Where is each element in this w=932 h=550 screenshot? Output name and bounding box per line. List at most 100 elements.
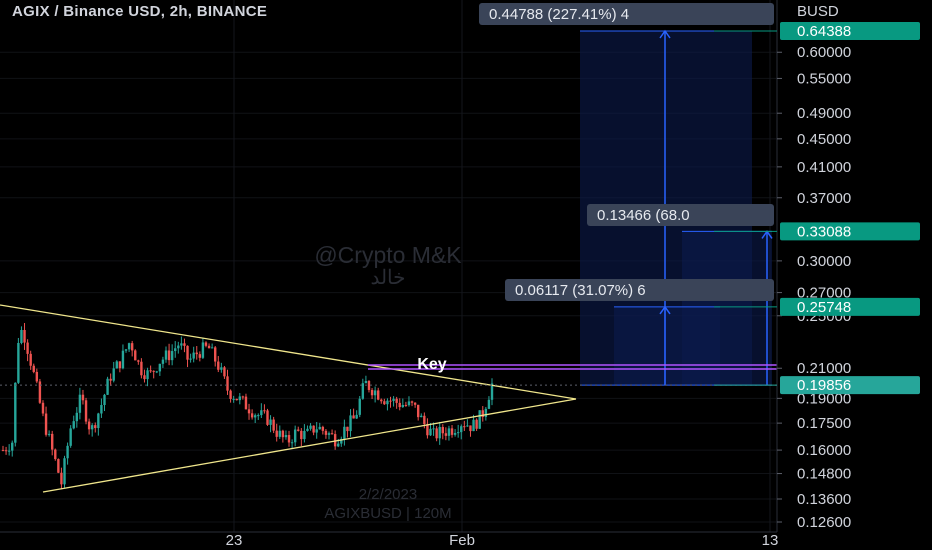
- y-tick-label-2: 0.49000: [797, 105, 851, 122]
- candle-body-123: [380, 399, 383, 402]
- candle-body-93: [287, 435, 291, 443]
- candle-body-106: [327, 433, 331, 435]
- candle-body-107: [330, 433, 334, 435]
- candle-body-114: [352, 415, 355, 419]
- candle-body-151: [466, 425, 469, 427]
- candle-body-43: [134, 350, 137, 361]
- chart-title: AGIX / Binance USD, 2h, BINANCE: [12, 3, 268, 20]
- lower-trendline: [42, 398, 577, 493]
- measure-label-bg-0: [479, 3, 774, 25]
- candle-body-156: [481, 410, 484, 417]
- watermark-arabic: خالد: [370, 267, 405, 289]
- candle-body-88: [272, 419, 275, 431]
- y-tick-label-6: 0.30000: [797, 253, 851, 270]
- candle-body-45: [140, 361, 143, 376]
- candle-body-1: [4, 450, 8, 452]
- candle-body-62: [192, 352, 195, 359]
- candle-body-118: [364, 381, 368, 384]
- candle-body-54: [167, 350, 171, 361]
- candle-body-69: [214, 347, 217, 362]
- candle-body-58: [180, 343, 183, 346]
- candle-body-116: [358, 398, 361, 415]
- price-tag-bg-2: [780, 297, 920, 316]
- candle-body-52: [161, 359, 165, 364]
- axis-bg: [777, 0, 932, 550]
- candle-body-126: [389, 400, 392, 402]
- candle-body-17: [54, 449, 57, 460]
- candle-body-147: [453, 432, 457, 435]
- candle-body-65: [201, 342, 205, 358]
- candle-body-101: [312, 425, 315, 433]
- measure-label-2: 0.06117 (31.07%) 6: [515, 282, 646, 299]
- candle-body-36: [112, 368, 115, 381]
- candle-body-125: [386, 400, 389, 405]
- candle-body-48: [149, 370, 152, 372]
- candle-body-25: [78, 394, 82, 413]
- candle-body-42: [130, 343, 134, 351]
- candle-body-81: [250, 413, 254, 418]
- candle-body-2: [7, 450, 11, 452]
- candle-body-13: [41, 402, 45, 414]
- candle-body-105: [324, 430, 328, 435]
- price-tags: 0.64388 0.33088 0.25748 0.19856: [714, 22, 920, 395]
- candle-body-47: [146, 370, 149, 380]
- y-tick-label-5: 0.37000: [797, 190, 851, 207]
- watermark-symbol: AGIXBUSD | 120M: [324, 505, 451, 522]
- time-axis[interactable]: 23 Feb 13: [0, 531, 778, 549]
- price-tag-bg-0: [780, 22, 920, 40]
- price-tag-bg-1: [780, 222, 920, 241]
- candle-body-4: [14, 382, 17, 443]
- price-tag-label-2: 0.25748: [797, 299, 851, 316]
- candle-body-9: [29, 353, 32, 366]
- y-tick-label-13: 0.14800: [797, 466, 851, 483]
- candle-body-129: [398, 402, 401, 408]
- candle-body-149: [460, 426, 463, 433]
- candle-body-61: [189, 358, 192, 360]
- candle-body-59: [183, 343, 186, 346]
- candle-body-139: [429, 428, 432, 436]
- target-zone-2: [614, 306, 720, 386]
- target-arrowhead-0: [659, 29, 671, 39]
- candle-body-26: [81, 394, 85, 401]
- candle-body-39: [121, 350, 125, 369]
- candle-body-99: [306, 428, 309, 431]
- candle-body-63: [195, 352, 198, 355]
- candle-body-12: [38, 381, 42, 403]
- candle-body-103: [318, 426, 321, 430]
- candle-body-117: [361, 383, 365, 399]
- candle-body-143: [441, 427, 444, 434]
- measure-label-0: 0.44788 (227.41%) 4: [489, 6, 629, 23]
- candle-body-142: [438, 427, 441, 439]
- candle-body-90: [278, 430, 281, 437]
- candle-body-124: [383, 401, 386, 405]
- candle-body-67: [207, 345, 211, 349]
- price-axis[interactable]: 0.60000 0.55000 0.49000 0.45000 0.41000 0.370…: [776, 0, 932, 550]
- candle-body-137: [423, 415, 426, 425]
- grid: [0, 0, 777, 532]
- y-tick-label-14: 0.13600: [797, 491, 851, 508]
- candle-body-56: [174, 348, 177, 352]
- candle-body-84: [260, 410, 263, 416]
- candle-body-113: [349, 415, 352, 432]
- candle-body-66: [204, 342, 208, 346]
- candle-body-95: [293, 429, 297, 443]
- trendlines: [0, 304, 777, 493]
- candle-body-14: [44, 413, 48, 435]
- candle-body-16: [51, 433, 54, 450]
- x-tick-label-1: Feb: [449, 532, 475, 549]
- y-tick-label-0: 0.60000: [797, 44, 851, 61]
- candle-body-86: [266, 410, 269, 425]
- candle-body-7: [23, 329, 26, 343]
- candle-body-5: [17, 342, 20, 383]
- price-tag-label-1: 0.33088: [797, 223, 851, 240]
- candle-body-22: [69, 428, 72, 446]
- candle-body-89: [275, 430, 278, 437]
- candle-body-154: [475, 419, 478, 429]
- candle-body-150: [463, 426, 466, 428]
- candle-body-127: [392, 398, 395, 401]
- candle-body-72: [223, 367, 226, 377]
- candle-body-32: [100, 405, 103, 414]
- candle-body-78: [241, 396, 245, 398]
- candle-body-57: [177, 345, 180, 349]
